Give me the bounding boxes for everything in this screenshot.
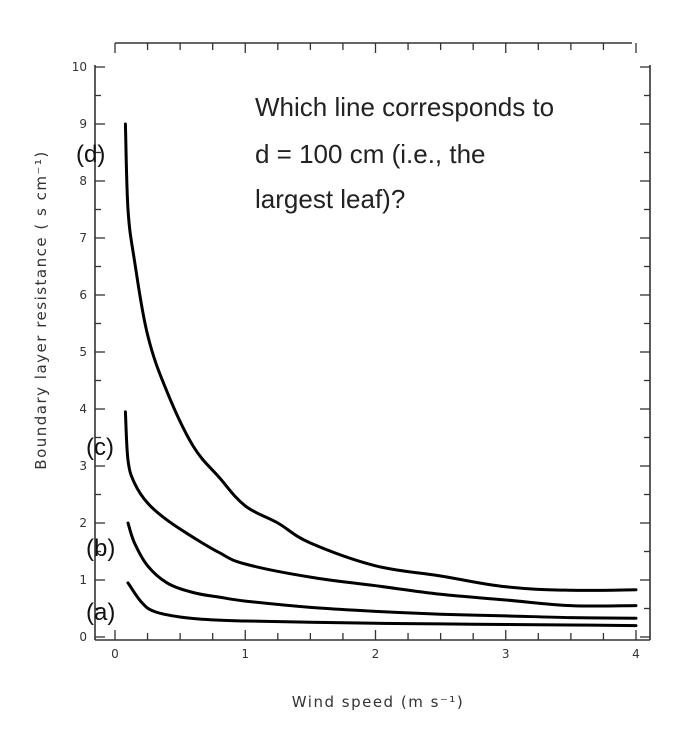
axes-group bbox=[94, 42, 651, 641]
y-tick-label: 5 bbox=[79, 345, 87, 359]
x-tick-label: 4 bbox=[632, 647, 640, 661]
curve-a bbox=[126, 581, 638, 628]
y-tick-label: 6 bbox=[79, 288, 87, 302]
curves-group bbox=[123, 122, 638, 628]
y-tick-label: 4 bbox=[79, 402, 87, 416]
curve-label-b: (b) bbox=[86, 535, 115, 562]
curve-labels-group: (a) (b) (c) (d) bbox=[76, 141, 115, 626]
y-tick-label: 2 bbox=[79, 516, 87, 530]
y-tick-label: 7 bbox=[79, 231, 87, 245]
y-tick-label: 8 bbox=[79, 174, 87, 188]
x-axis-title: Wind speed (m s⁻¹) bbox=[292, 693, 464, 711]
ticks-group bbox=[95, 43, 650, 640]
y-axis-title: Boundary layer resistance ( s cm⁻¹) bbox=[32, 150, 50, 469]
curve-label-c: (c) bbox=[86, 434, 114, 461]
y-tick-label: 3 bbox=[79, 459, 87, 473]
curve-label-a: (a) bbox=[86, 599, 115, 626]
y-tick-label: 10 bbox=[72, 60, 87, 74]
x-tick-label: 3 bbox=[502, 647, 510, 661]
question-line-2: d = 100 cm (i.e., the bbox=[255, 139, 486, 169]
y-tick-label: 1 bbox=[79, 573, 87, 587]
y-tick-label: 0 bbox=[79, 630, 87, 644]
question-annotation: Which line corresponds to d = 100 cm (i.… bbox=[255, 92, 554, 214]
curve-d bbox=[123, 122, 638, 592]
question-line-1: Which line corresponds to bbox=[255, 92, 554, 122]
tick-labels-group: 0 1 2 3 4 5 6 7 8 9 10 0 1 2 3 4 bbox=[72, 60, 640, 661]
curve-label-d: (d) bbox=[76, 141, 105, 168]
x-tick-label: 0 bbox=[111, 647, 119, 661]
curve-b bbox=[126, 521, 638, 620]
x-tick-label: 1 bbox=[241, 647, 249, 661]
x-tick-label: 2 bbox=[372, 647, 380, 661]
curve-c bbox=[123, 410, 638, 608]
question-line-3: largest leaf)? bbox=[255, 184, 405, 214]
y-tick-label: 9 bbox=[79, 117, 87, 131]
